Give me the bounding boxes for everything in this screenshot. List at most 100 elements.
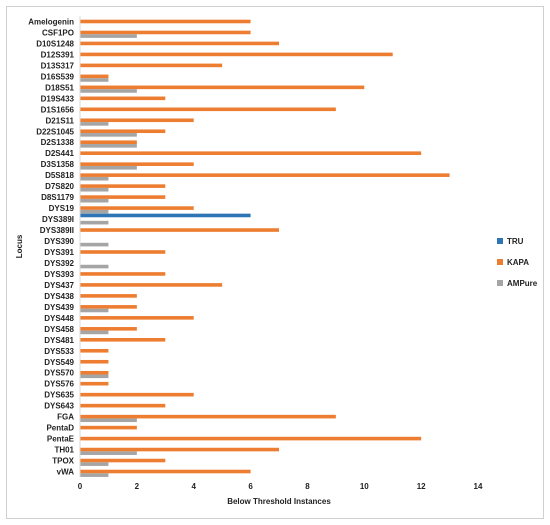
bar-ampure	[80, 34, 137, 38]
y-tick-label: DYS549	[44, 358, 74, 367]
x-axis-labels: 0 2 4 6 8 10 12 14	[78, 482, 483, 491]
y-tick-label: DYS391	[44, 248, 74, 257]
bar-kapa	[80, 74, 109, 79]
x-tick-label: 6	[248, 482, 253, 491]
bar-ampure	[80, 165, 137, 170]
y-tick-label: D19S433	[41, 94, 75, 103]
y-tick-label: TH01	[54, 446, 74, 455]
bar-ampure	[80, 122, 109, 126]
legend-swatch-ampure	[497, 280, 503, 286]
bar-kapa	[80, 162, 194, 166]
y-tick-label: DYS576	[44, 380, 74, 389]
bar-kapa	[80, 129, 166, 134]
legend-swatch-kapa	[497, 259, 503, 265]
bar-kapa	[80, 118, 194, 123]
x-tick-label: 0	[78, 482, 83, 491]
y-tick-label: DYS437	[44, 281, 74, 290]
bar-kapa	[80, 469, 251, 474]
bar-ampure	[80, 374, 109, 379]
y-tick-label: D12S391	[41, 50, 75, 59]
x-tick-label: 8	[305, 482, 310, 491]
bar-kapa	[80, 403, 166, 408]
bars	[80, 19, 450, 477]
bar-kapa	[80, 173, 450, 177]
bar-ampure	[80, 198, 109, 203]
y-tick-label: DYS439	[44, 303, 74, 312]
bar-ampure	[80, 473, 109, 477]
bar-ampure	[80, 308, 109, 313]
y-axis-labels: Amelogenin CSF1PO D10S1248 D12S391 D13S317 D1…	[28, 17, 74, 476]
bar-kapa	[80, 316, 194, 320]
bar-kapa	[80, 41, 279, 46]
y-tick-label: D13S317	[41, 61, 75, 70]
bar-kapa	[80, 392, 194, 397]
y-tick-label: DYS635	[44, 391, 74, 400]
bar-kapa	[80, 107, 336, 112]
bar-kapa	[80, 63, 223, 68]
bar-kapa	[80, 305, 137, 309]
y-tick-label: D3S1358	[41, 160, 75, 169]
y-tick-label: D21S11	[46, 116, 75, 125]
bar-kapa	[80, 85, 365, 90]
bar-ampure	[80, 451, 137, 455]
x-tick-label: 10	[360, 482, 369, 491]
bar-kapa	[80, 436, 422, 441]
bar-ampure	[80, 264, 109, 269]
y-axis-title: Locus	[15, 234, 24, 258]
bar-ampure	[80, 462, 109, 466]
y-tick-label: D2S1338	[41, 138, 75, 147]
bar-kapa	[80, 272, 166, 276]
y-tick-label: DYS448	[44, 314, 74, 323]
legend-label-tru: TRU	[507, 237, 524, 246]
y-tick-label: D7S820	[45, 182, 74, 191]
bar-tru	[80, 213, 251, 218]
bar-kapa	[80, 425, 137, 430]
y-tick-label: D1S1656	[41, 105, 75, 114]
bar-kapa	[80, 283, 223, 287]
bar-kapa	[80, 151, 422, 156]
bar-kapa	[80, 447, 279, 452]
legend-label-ampure: AMPure	[507, 279, 538, 288]
x-tick-label: 14	[474, 482, 483, 491]
bar-kapa	[80, 414, 336, 419]
x-tick-label: 2	[135, 482, 140, 491]
bar-kapa	[80, 140, 137, 145]
bar-kapa	[80, 228, 279, 232]
bar-kapa	[80, 381, 109, 386]
bar-kapa	[80, 195, 166, 199]
y-tick-label: TPOX	[52, 457, 74, 466]
y-tick-label: DYS392	[44, 259, 74, 268]
y-tick-label: PentaE	[47, 435, 75, 444]
y-tick-label: DYS389I	[42, 215, 74, 224]
y-tick-label: DYS458	[44, 325, 74, 334]
legend-swatch-tru	[497, 238, 503, 244]
bar-kapa	[80, 52, 393, 57]
y-tick-label: DYS533	[44, 347, 74, 356]
y-tick-label: DYS570	[44, 369, 74, 378]
bar-ampure	[80, 133, 137, 137]
bar-ampure	[80, 144, 137, 148]
bar-kapa	[80, 348, 109, 353]
y-tick-label: D16S539	[41, 72, 75, 81]
y-tick-label: D18S51	[45, 83, 74, 92]
bar-ampure	[80, 187, 109, 192]
bar-kapa	[80, 206, 194, 210]
y-tick-label: DYS481	[44, 336, 74, 345]
x-axis-title: Below Threshold Instances	[227, 497, 331, 506]
y-tick-label: DYS390	[44, 237, 74, 246]
bar-ampure	[80, 418, 137, 423]
y-tick-label: FGA	[57, 413, 74, 422]
bar-kapa	[80, 458, 166, 463]
y-tick-label: D10S1248	[36, 39, 74, 48]
bar-ampure	[80, 220, 109, 225]
bar-kapa	[80, 250, 166, 254]
y-tick-label: PentaD	[46, 424, 74, 433]
y-tick-label: DYS393	[44, 270, 74, 279]
y-tick-label: vWA	[57, 468, 75, 477]
bar-kapa	[80, 337, 166, 342]
legend-label-kapa: KAPA	[507, 258, 529, 267]
bar-kapa	[80, 294, 137, 298]
y-tick-label: D2S441	[45, 149, 74, 158]
bar-kapa	[80, 19, 251, 24]
y-tick-label: Amelogenin	[28, 17, 74, 26]
